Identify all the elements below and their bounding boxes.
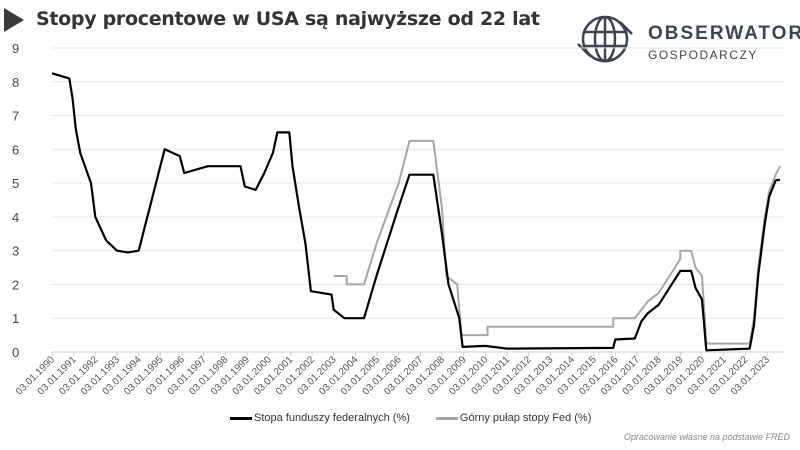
source-note: Opracowanie własne na podstawie FRED: [623, 432, 790, 442]
series-line: [333, 139, 781, 345]
y-tick-label: 6: [12, 142, 19, 157]
y-tick-label: 2: [12, 277, 19, 292]
legend-item: Stopa funduszy federalnych (%): [230, 412, 410, 424]
y-tick-label: 1: [12, 311, 19, 326]
globe-icon: [577, 15, 633, 63]
y-tick-label: 0: [12, 345, 19, 360]
y-tick-label: 4: [12, 210, 19, 225]
legend-swatch: [230, 416, 252, 420]
y-tick-label: 7: [12, 109, 19, 124]
legend: Stopa funduszy federalnych (%) Górny puł…: [230, 412, 591, 424]
legend-swatch: [435, 416, 458, 420]
logo-text: OBSERWATOR: [648, 23, 800, 44]
y-tick-label: 8: [12, 75, 19, 90]
chart-title: Stopy procentowe w USA są najwyższe od 2…: [36, 8, 540, 30]
y-tick-label: 5: [12, 176, 19, 191]
logo: OBSERWATOR GOSPODARCZY: [570, 14, 800, 64]
title-marker-icon: [4, 8, 24, 32]
logo-subtext: GOSPODARCZY: [648, 48, 758, 62]
y-tick-label: 3: [12, 244, 19, 259]
series-line: [51, 72, 781, 352]
legend-label: Górny pułap stopy Fed (%): [459, 412, 592, 424]
legend-label: Stopa funduszy federalnych (%): [254, 412, 410, 424]
y-tick-label: 9: [12, 41, 19, 56]
legend-item: Górny pułap stopy Fed (%): [435, 412, 592, 424]
